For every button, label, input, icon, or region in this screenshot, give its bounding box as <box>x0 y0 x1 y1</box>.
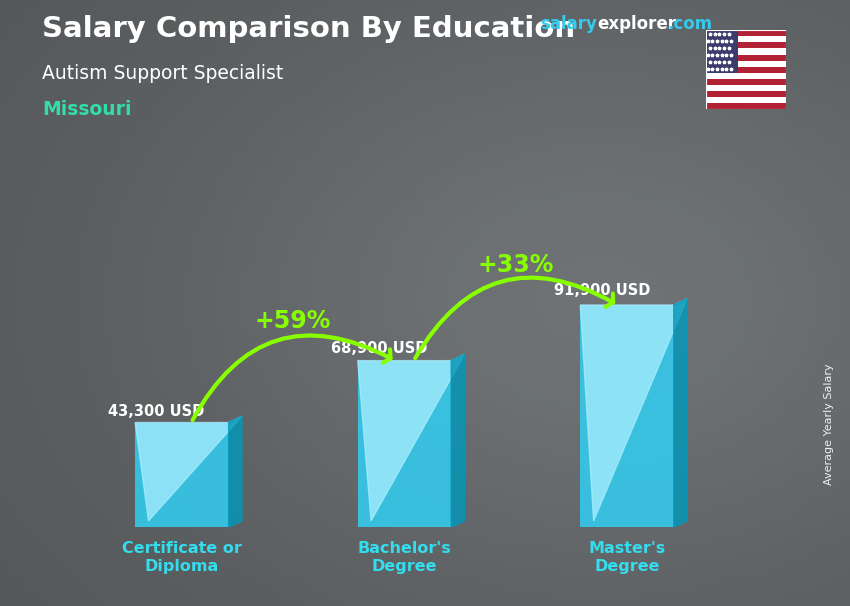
Bar <box>706 85 786 91</box>
Polygon shape <box>358 355 465 521</box>
Text: Missouri: Missouri <box>42 100 132 119</box>
Bar <box>358 361 451 527</box>
Text: Autism Support Specialist: Autism Support Specialist <box>42 64 284 82</box>
FancyArrowPatch shape <box>415 278 613 358</box>
Text: 43,300 USD: 43,300 USD <box>109 404 205 419</box>
Bar <box>706 55 786 61</box>
Polygon shape <box>581 299 687 521</box>
Text: .com: .com <box>667 15 712 33</box>
Polygon shape <box>135 416 242 521</box>
Bar <box>706 42 786 48</box>
Polygon shape <box>674 299 687 527</box>
Bar <box>706 48 786 55</box>
Bar <box>706 103 786 109</box>
Bar <box>706 73 786 79</box>
Text: Salary Comparison By Education: Salary Comparison By Education <box>42 15 575 43</box>
Text: explorer: explorer <box>598 15 677 33</box>
Polygon shape <box>451 355 465 527</box>
Bar <box>706 67 786 73</box>
Text: Average Yearly Salary: Average Yearly Salary <box>824 364 834 485</box>
Text: +59%: +59% <box>255 308 332 333</box>
Bar <box>706 36 786 42</box>
Text: 68,900 USD: 68,900 USD <box>331 341 428 356</box>
Bar <box>706 79 786 85</box>
FancyArrowPatch shape <box>193 336 390 420</box>
Bar <box>706 30 738 73</box>
Bar <box>581 305 674 527</box>
Bar <box>706 91 786 97</box>
Text: salary: salary <box>540 15 597 33</box>
Bar <box>706 97 786 103</box>
Text: 91,900 USD: 91,900 USD <box>553 284 650 298</box>
Bar <box>135 422 229 527</box>
Bar <box>706 61 786 67</box>
Polygon shape <box>229 416 242 527</box>
Text: +33%: +33% <box>478 253 554 277</box>
Bar <box>706 30 786 36</box>
